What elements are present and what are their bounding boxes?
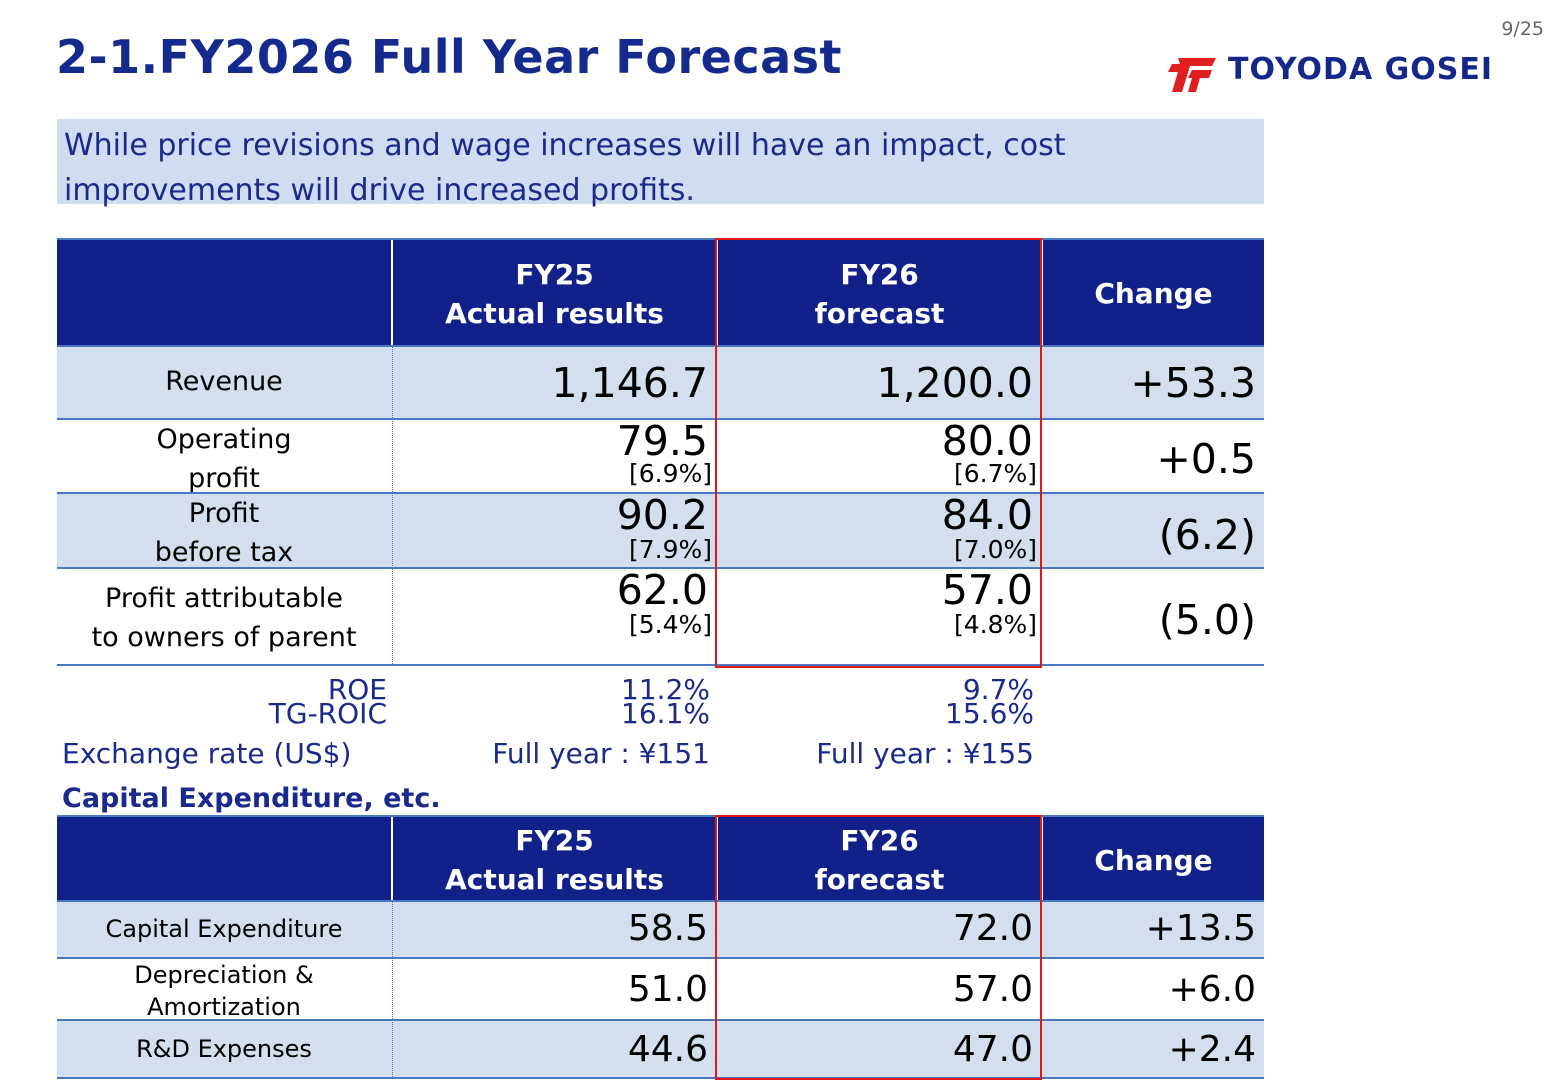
company-logo-text: TOYODA GOSEI (1228, 52, 1494, 87)
rd-fy25: 44.6 (627, 1029, 708, 1070)
pbt-margin-fy26: [7.0%] (953, 535, 1037, 564)
row-label: Operating profit (156, 424, 292, 494)
profit-attributable-fy26: 57.0 (941, 566, 1033, 614)
capex-table-header: FY25 Actual results FY26 forecast Change (57, 817, 1264, 900)
table-row-profit-before-tax: Profit before tax 90.2 [7.9%] 84.0 [7.0%… (57, 491, 1264, 568)
revenue-fy25: 1,146.7 (551, 359, 709, 407)
profit-attributable-change: (5.0) (1158, 596, 1256, 644)
table-row-revenue: Revenue 1,146.7 1,200.0 +53.3 (57, 346, 1264, 419)
exchange-rate-label: Exchange rate (US$) (62, 737, 352, 770)
table-row-operating-profit: Operating profit 79.5 [6.9%] 80.0 [6.7%]… (57, 417, 1264, 494)
operating-margin-fy25: [6.9%] (628, 459, 712, 488)
net-margin-fy25: [5.4%] (628, 610, 712, 639)
exchange-rate-fy26: Full year : ¥155 (816, 737, 1034, 770)
capex-fy25: 58.5 (627, 908, 708, 949)
roic-fy26: 15.6% (945, 697, 1034, 730)
depreciation-fy25: 51.0 (627, 969, 708, 1010)
roe-label: ROE (327, 673, 387, 706)
profit-before-tax-fy25: 90.2 (616, 491, 708, 539)
roe-fy26: 9.7% (962, 673, 1034, 706)
row-label: R&D Expenses (136, 1035, 312, 1063)
depreciation-change: +6.0 (1168, 969, 1256, 1010)
pbt-margin-fy25: [7.9%] (628, 535, 712, 564)
capex-change: +13.5 (1145, 908, 1256, 949)
operating-margin-fy26: [6.7%] (953, 459, 1037, 488)
fy26-highlight-box (715, 238, 1042, 668)
table-row-depreciation: Depreciation & Amortization 51.0 57.0 +6… (57, 959, 1264, 1021)
page-title: 2-1.FY2026 Full Year Forecast (56, 30, 843, 84)
rd-change: +2.4 (1168, 1029, 1256, 1070)
forecast-table-header: FY25 Actual results FY26 forecast Change (57, 240, 1264, 346)
row-label: Profit before tax (154, 498, 294, 568)
capex-header-change: Change (1094, 844, 1213, 877)
capex-header-fy25: FY25 Actual results (445, 824, 664, 896)
table-row-rd-expenses: R&D Expenses 44.6 47.0 +2.4 (57, 1021, 1264, 1077)
operating-profit-fy25: 79.5 (616, 417, 708, 465)
capex-fy26-highlight-box (715, 815, 1042, 1080)
operating-profit-fy26: 80.0 (941, 417, 1033, 465)
profit-before-tax-change: (6.2) (1158, 511, 1256, 559)
row-label: Profit attributable to owners of parent (91, 583, 357, 653)
summary-text: While price revisions and wage increases… (64, 128, 1066, 208)
net-margin-fy26: [4.8%] (953, 610, 1037, 639)
page-number: 9/25 (1501, 18, 1544, 40)
operating-profit-change: +0.5 (1156, 435, 1256, 483)
row-label: Capital Expenditure (105, 915, 343, 943)
row-label: Revenue (165, 366, 283, 397)
header-fy25: FY25 Actual results (445, 258, 664, 330)
exchange-rate-fy25: Full year : ¥151 (492, 737, 710, 770)
capex-fy26: 72.0 (952, 908, 1033, 949)
summary-box: While price revisions and wage increases… (57, 119, 1264, 208)
rd-fy26: 47.0 (952, 1029, 1033, 1070)
table-row-capital-expenditure: Capital Expenditure 58.5 72.0 +13.5 (57, 901, 1264, 957)
roe-fy25: 11.2% (621, 673, 710, 706)
capex-section-title: Capital Expenditure, etc. (62, 783, 441, 814)
roic-label: TG-ROIC (268, 697, 387, 730)
profit-before-tax-fy26: 84.0 (941, 491, 1033, 539)
toyoda-gosei-logo-mark-icon (1168, 58, 1216, 92)
table-row-profit-attributable: Profit attributable to owners of parent … (57, 569, 1264, 665)
header-fy26: FY26 forecast (814, 258, 945, 330)
profit-attributable-fy25: 62.0 (616, 566, 708, 614)
row-label: Depreciation & Amortization (134, 961, 314, 1021)
capex-table: FY25 Actual results FY26 forecast Change… (57, 815, 1264, 1080)
forecast-table: FY25 Actual results FY26 forecast Change… (57, 238, 1264, 668)
depreciation-fy26: 57.0 (952, 969, 1033, 1010)
revenue-fy26: 1,200.0 (876, 359, 1034, 407)
roic-fy25: 16.1% (621, 697, 710, 730)
capex-header-fy26: FY26 forecast (814, 824, 945, 896)
revenue-change: +53.3 (1130, 359, 1256, 407)
header-change: Change (1094, 277, 1213, 310)
